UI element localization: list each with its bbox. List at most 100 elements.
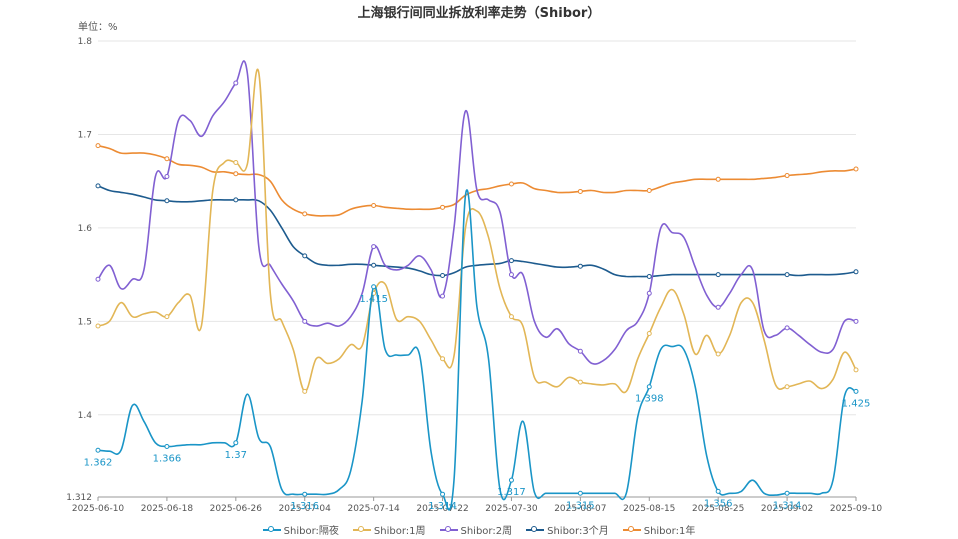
data-point bbox=[784, 272, 790, 278]
y-tick-label: 1.6 bbox=[78, 224, 93, 234]
legend-swatch bbox=[352, 525, 371, 535]
data-point bbox=[784, 490, 790, 496]
data-label: 1.315 bbox=[566, 500, 595, 511]
data-point bbox=[371, 244, 377, 250]
data-point bbox=[371, 284, 377, 290]
series-line bbox=[97, 68, 857, 394]
data-point bbox=[853, 367, 859, 373]
data-point bbox=[371, 202, 377, 208]
data-point bbox=[440, 491, 446, 497]
x-tick-label: 2025-07-22 bbox=[416, 504, 468, 514]
data-point bbox=[233, 159, 239, 165]
y-tick-label: 1.5 bbox=[78, 317, 92, 327]
x-tick-label: 2025-09-10 bbox=[830, 504, 883, 514]
legend-item[interactable]: Shibor:2周 bbox=[439, 522, 513, 537]
y-tick-label: 1.8 bbox=[78, 37, 93, 47]
y-tick-label: 1.7 bbox=[78, 130, 92, 140]
data-point bbox=[302, 211, 308, 217]
data-point bbox=[233, 80, 239, 86]
data-label: 1.415 bbox=[359, 294, 388, 305]
data-point bbox=[508, 181, 514, 187]
data-label: 1.362 bbox=[84, 457, 113, 468]
x-tick-label: 2025-06-10 bbox=[72, 504, 125, 514]
legend-item[interactable]: Shibor:1年 bbox=[622, 522, 696, 537]
legend-label: Shibor:隔夜 bbox=[283, 526, 339, 537]
data-point bbox=[164, 198, 170, 204]
data-point bbox=[646, 273, 652, 279]
data-point bbox=[715, 176, 721, 182]
x-tick-label: 2025-08-07 bbox=[554, 504, 606, 514]
series-line bbox=[97, 189, 857, 511]
data-point bbox=[302, 253, 308, 259]
data-point bbox=[646, 330, 652, 336]
data-point bbox=[95, 447, 101, 453]
series-0: 1.362 1.366 1.37 1.316 1.415 1.314 1.317 1.315 1… bbox=[84, 189, 870, 512]
data-label: 1.314 bbox=[773, 500, 802, 511]
legend-label: Shibor:2周 bbox=[460, 526, 513, 537]
plot-area: 1.312 1.4 1.5 1.6 1.7 1.8 2025-06-10 2025-06-18… bbox=[66, 37, 883, 514]
data-point bbox=[784, 384, 790, 390]
data-label: 1.314 bbox=[428, 501, 457, 512]
data-label: 1.398 bbox=[635, 394, 664, 405]
data-point bbox=[371, 262, 377, 268]
data-point bbox=[508, 258, 514, 264]
legend-label: Shibor:1年 bbox=[643, 526, 696, 537]
data-point bbox=[508, 477, 514, 483]
chart-title: 上海银行间同业拆放利率走势（Shibor） bbox=[357, 6, 601, 21]
data-point bbox=[164, 173, 170, 179]
legend-swatch bbox=[439, 525, 458, 535]
y-tick-label: 1.312 bbox=[66, 493, 92, 503]
data-point bbox=[577, 188, 583, 194]
data-point bbox=[302, 388, 308, 394]
legend-item[interactable]: Shibor:3个月 bbox=[526, 522, 609, 537]
legend-label: Shibor:3个月 bbox=[547, 526, 609, 537]
x-tick-label: 2025-08-25 bbox=[692, 504, 744, 514]
data-point bbox=[853, 318, 859, 324]
data-point bbox=[577, 348, 583, 354]
data-point bbox=[577, 263, 583, 269]
data-point bbox=[233, 440, 239, 446]
data-label: 1.316 bbox=[290, 501, 319, 512]
data-point bbox=[508, 314, 514, 320]
legend-swatch bbox=[622, 525, 641, 535]
x-tick-label: 2025-06-18 bbox=[141, 504, 194, 514]
data-point bbox=[440, 273, 446, 279]
data-point bbox=[715, 272, 721, 278]
data-point bbox=[646, 384, 652, 390]
data-point bbox=[508, 272, 514, 278]
x-tick-label: 2025-07-30 bbox=[485, 504, 538, 514]
data-point bbox=[164, 444, 170, 450]
data-point bbox=[95, 183, 101, 189]
series-line bbox=[97, 60, 857, 365]
unit-label: 单位：% bbox=[78, 22, 118, 33]
x-tick-label: 2025-07-14 bbox=[347, 504, 400, 514]
data-point bbox=[440, 204, 446, 210]
data-point bbox=[853, 388, 859, 394]
data-point bbox=[715, 351, 721, 357]
data-label: 1.366 bbox=[153, 454, 182, 465]
data-point bbox=[95, 323, 101, 329]
x-tick-label: 2025-09-02 bbox=[761, 504, 813, 514]
data-point bbox=[577, 379, 583, 385]
data-point bbox=[95, 143, 101, 149]
data-point bbox=[440, 356, 446, 362]
data-point bbox=[164, 156, 170, 162]
data-point bbox=[302, 318, 308, 324]
data-point bbox=[715, 488, 721, 494]
legend-item[interactable]: Shibor:1周 bbox=[352, 522, 426, 537]
data-label: 1.37 bbox=[225, 450, 247, 461]
data-point bbox=[853, 269, 859, 275]
legend-swatch bbox=[262, 525, 281, 535]
data-point bbox=[646, 290, 652, 296]
legend: Shibor:隔夜 Shibor:1周 Shibor:2周 Shibor:3个月 Shi… bbox=[0, 522, 958, 537]
series-4 bbox=[95, 143, 859, 217]
y-tick-label: 1.4 bbox=[78, 411, 93, 421]
data-point bbox=[853, 166, 859, 172]
legend-swatch bbox=[526, 525, 545, 535]
series-3 bbox=[95, 183, 859, 279]
x-tick-label: 2025-07-04 bbox=[279, 504, 332, 514]
data-label: 1.356 bbox=[704, 498, 733, 509]
data-point bbox=[784, 173, 790, 179]
data-label: 1.317 bbox=[497, 487, 526, 498]
legend-item[interactable]: Shibor:隔夜 bbox=[262, 522, 339, 537]
